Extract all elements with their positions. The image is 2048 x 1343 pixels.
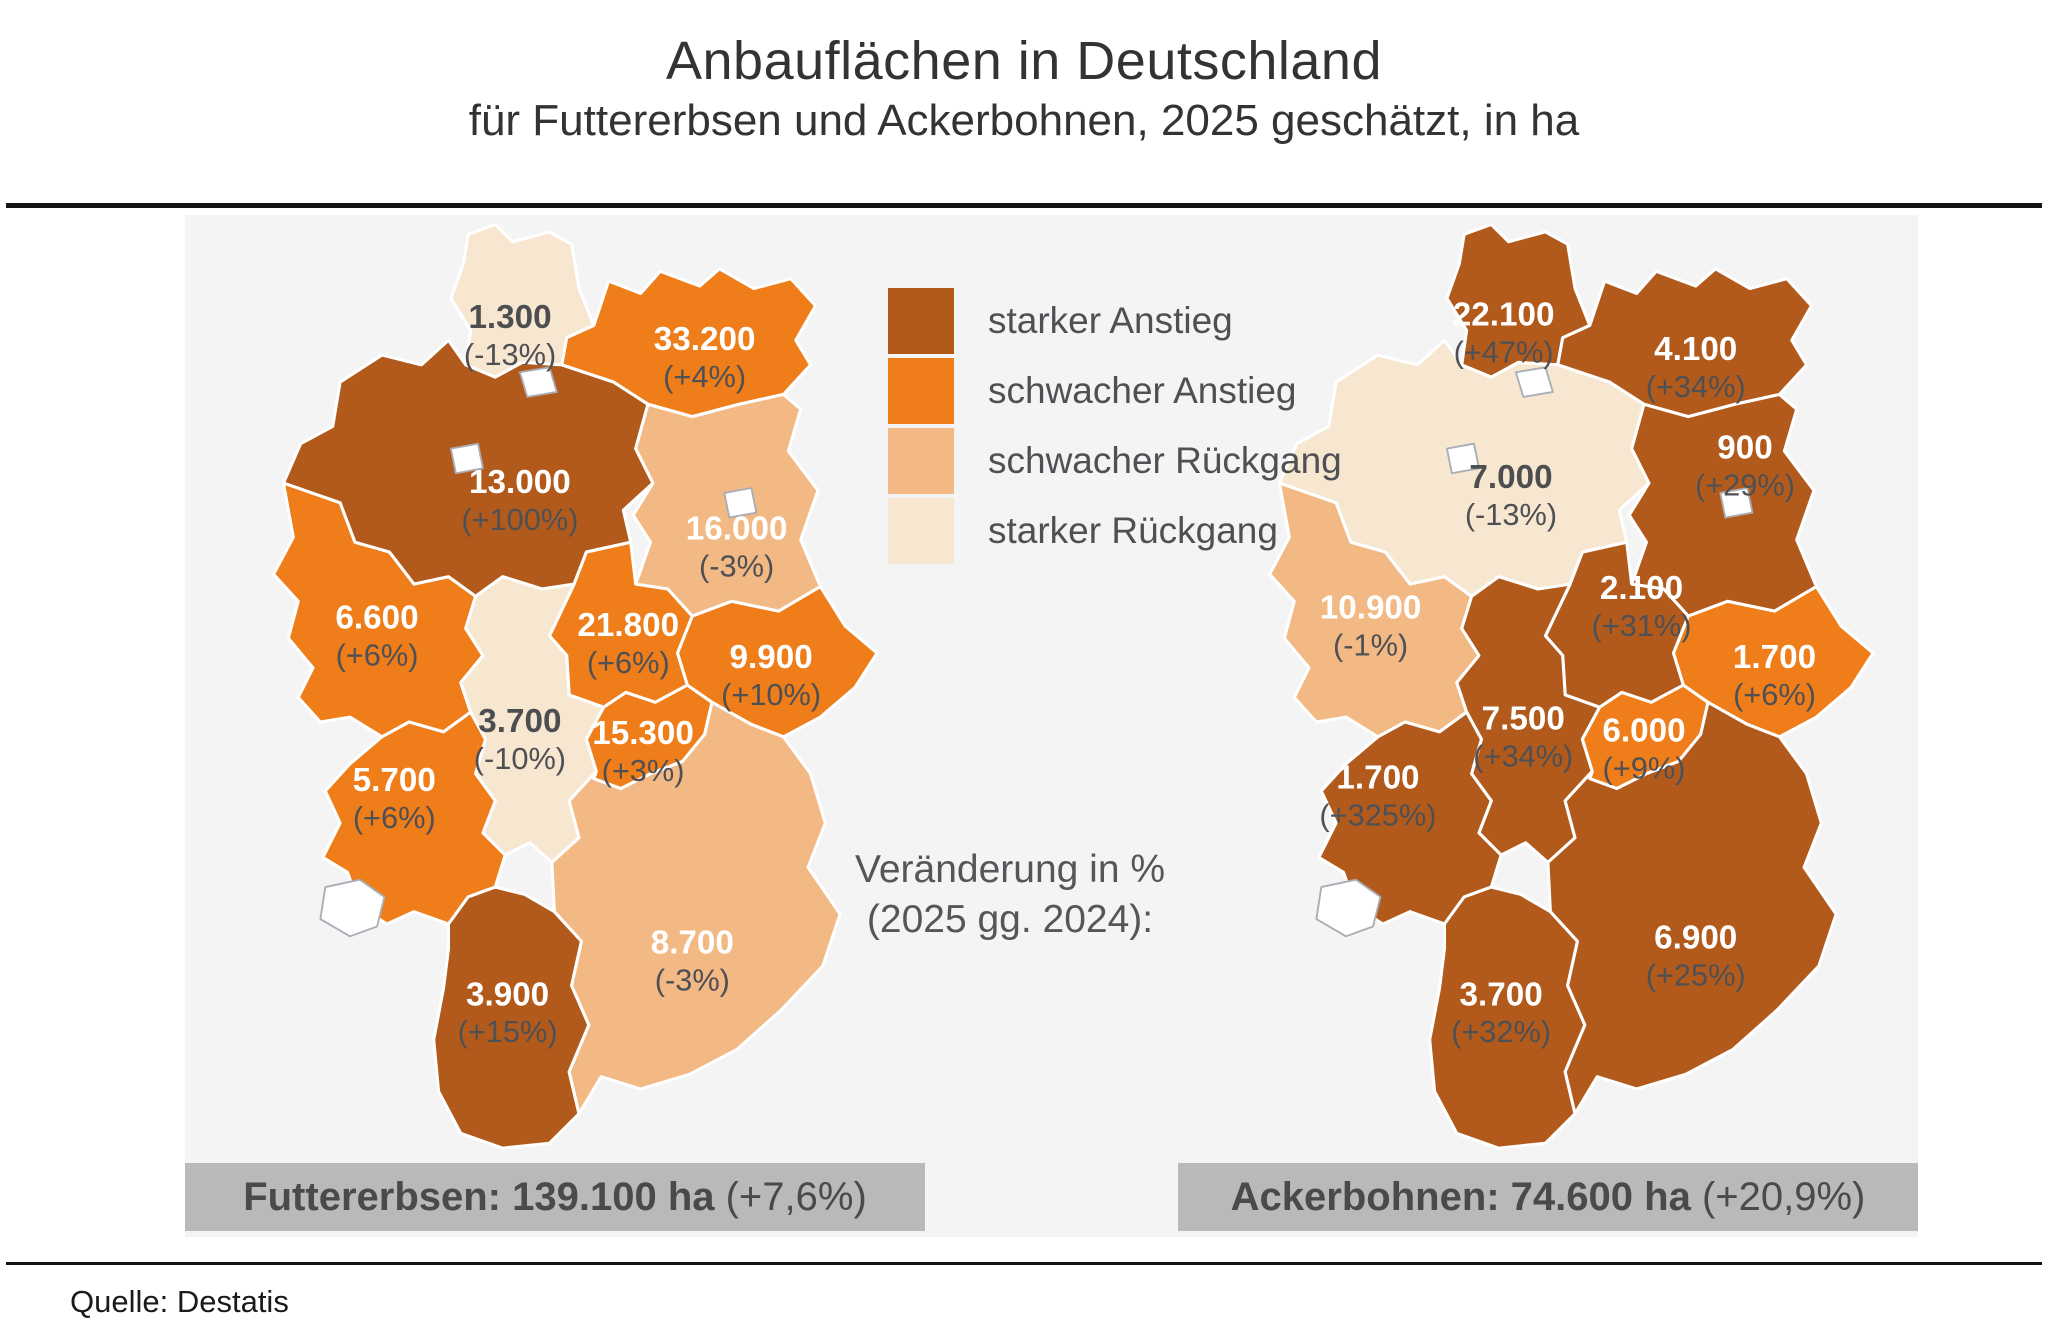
legend-label: schwacher Anstieg [988, 370, 1297, 411]
state-futtererbsen-HH-no-data [518, 366, 558, 398]
state-futtererbsen-SL-no-data [319, 878, 386, 938]
annotation-line2: (2025 gg. 2024): [866, 898, 1154, 941]
label-futtererbsen-RP-value: 5.700 [353, 762, 436, 799]
label-futtererbsen-ST-change: (+6%) [587, 645, 670, 680]
legend-label: starker Rückgang [988, 510, 1278, 551]
label-ackerbohnen-RP-value: 1.700 [1336, 760, 1419, 797]
state-ackerbohnen-SN [1672, 585, 1875, 739]
label-futtererbsen-MV-change: (+4%) [663, 359, 746, 394]
label-ackerbohnen-SH-value: 22.100 [1453, 296, 1555, 333]
label-ackerbohnen-BY-value: 6.900 [1654, 920, 1737, 957]
state-futtererbsen-BE-no-data [723, 487, 758, 519]
legend-item-4: starker Rückgang [888, 498, 1342, 564]
bottom-divider [6, 1262, 2042, 1265]
label-futtererbsen-BW-value: 3.900 [466, 976, 549, 1013]
legend-swatch-icon [888, 288, 954, 354]
legend-item-2: schwacher Anstieg [888, 358, 1342, 424]
label-ackerbohnen-BB-change: (+29%) [1695, 467, 1795, 502]
source-note: Quelle: Destatis [70, 1284, 289, 1319]
state-ackerbohnen-HH-no-data [1514, 366, 1554, 398]
caption-futtererbsen-bold: Futtererbsen: 139.100 ha [243, 1174, 715, 1219]
state-ackerbohnen-HB-no-data [1446, 442, 1480, 475]
label-futtererbsen-NI-change: (+100%) [461, 502, 578, 537]
label-ackerbohnen-MV-value: 4.100 [1654, 331, 1737, 368]
label-futtererbsen-BB-value: 16.000 [686, 511, 788, 548]
label-ackerbohnen-NI-change: (-13%) [1465, 497, 1557, 532]
label-ackerbohnen-HE-value: 7.500 [1482, 700, 1565, 737]
state-ackerbohnen-BW [1428, 885, 1587, 1150]
label-futtererbsen-BW-change: (+15%) [458, 1014, 558, 1049]
label-futtererbsen-BB-change: (-3%) [699, 549, 774, 584]
label-ackerbohnen-BW-change: (+32%) [1451, 1014, 1551, 1049]
label-futtererbsen-ST-value: 21.800 [577, 607, 679, 644]
label-futtererbsen-SN-change: (+10%) [721, 677, 821, 712]
label-futtererbsen-SH-change: (-13%) [464, 337, 556, 372]
label-futtererbsen-SH-value: 1.300 [468, 299, 551, 336]
legend-swatch-icon [888, 428, 954, 494]
annotation-change-note: Veränderung in % (2025 gg. 2024): [790, 845, 1230, 945]
label-ackerbohnen-SN-value: 1.700 [1733, 639, 1816, 676]
state-ackerbohnen-BY [1546, 700, 1838, 1116]
label-ackerbohnen-ST-value: 2.100 [1600, 570, 1683, 607]
label-ackerbohnen-TH-change: (+9%) [1603, 751, 1686, 786]
label-ackerbohnen-BB-value: 900 [1717, 429, 1772, 466]
label-futtererbsen-BY-change: (-3%) [655, 963, 730, 998]
caption-futtererbsen-change: (+7,6%) [714, 1174, 867, 1219]
label-ackerbohnen-BW-value: 3.700 [1460, 976, 1543, 1013]
legend-label: starker Anstieg [988, 300, 1233, 341]
label-ackerbohnen-NI-value: 7.000 [1469, 459, 1552, 496]
label-futtererbsen-NW-change: (+6%) [336, 637, 419, 672]
label-futtererbsen-HE-value: 3.700 [478, 703, 561, 740]
label-ackerbohnen-TH-value: 6.000 [1602, 713, 1685, 750]
state-ackerbohnen-BE-no-data [1719, 487, 1754, 519]
label-ackerbohnen-BY-change: (+25%) [1646, 958, 1746, 993]
page-title: Anbauflächen in Deutschland [665, 31, 1382, 91]
state-futtererbsen-HB-no-data [450, 442, 484, 475]
state-futtererbsen-RP [321, 710, 507, 926]
state-futtererbsen-SN [676, 585, 879, 739]
map-futtererbsen: 1.300(-13%) 33.200(+4%) 13.000(+100%) 16.00… [272, 222, 879, 1150]
legend-item-1: starker Anstieg [888, 288, 1342, 354]
label-futtererbsen-BY-value: 8.700 [651, 925, 734, 962]
legend-label: schwacher Rückgang [988, 440, 1342, 481]
caption-ackerbohnen-bold: Ackerbohnen: 74.600 ha [1230, 1174, 1691, 1219]
legend-item-3: schwacher Rückgang [888, 428, 1342, 494]
state-futtererbsen-BW [432, 885, 591, 1150]
label-ackerbohnen-RP-change: (+325%) [1319, 797, 1436, 832]
label-futtererbsen-NI-value: 13.000 [469, 464, 571, 501]
legend: starker Anstieg schwacher Anstieg schwache… [888, 288, 1342, 568]
state-ackerbohnen-RP [1317, 710, 1503, 926]
label-futtererbsen-MV-value: 33.200 [654, 321, 756, 358]
label-futtererbsen-TH-value: 15.300 [592, 715, 694, 752]
label-ackerbohnen-MV-change: (+34%) [1646, 369, 1746, 404]
label-futtererbsen-RP-change: (+6%) [353, 800, 436, 835]
annotation-line1: Veränderung in % [854, 848, 1166, 891]
label-futtererbsen-SN-value: 9.900 [730, 639, 813, 676]
label-ackerbohnen-SH-change: (+47%) [1454, 334, 1554, 369]
state-ackerbohnen-SL-no-data [1315, 878, 1382, 938]
label-ackerbohnen-HE-change: (+34%) [1473, 738, 1573, 773]
page-subtitle: für Futtererbsen und Ackerbohnen, 2025 g… [468, 96, 1580, 145]
state-futtererbsen-BY [550, 700, 842, 1116]
label-ackerbohnen-ST-change: (+31%) [1592, 608, 1692, 643]
label-ackerbohnen-SN-change: (+6%) [1733, 677, 1816, 712]
legend-swatch-icon [888, 358, 954, 424]
label-futtererbsen-HE-change: (-10%) [474, 741, 566, 776]
label-futtererbsen-TH-change: (+3%) [602, 753, 685, 788]
label-ackerbohnen-NW-change: (-1%) [1333, 628, 1408, 663]
label-ackerbohnen-NW-value: 10.900 [1320, 590, 1422, 627]
caption-ackerbohnen-total: Ackerbohnen: 74.600 ha (+20,9%) [1178, 1163, 1918, 1231]
top-divider [6, 203, 2042, 208]
legend-swatch-icon [888, 498, 954, 564]
label-futtererbsen-NW-value: 6.600 [335, 599, 418, 636]
map-ackerbohnen: 22.100(+47%) 4.100(+34%)7.000(-13%)900(+2… [1268, 222, 1875, 1150]
caption-futtererbsen-total: Futtererbsen: 139.100 ha (+7,6%) [185, 1163, 925, 1231]
caption-ackerbohnen-change: (+20,9%) [1690, 1174, 1866, 1219]
